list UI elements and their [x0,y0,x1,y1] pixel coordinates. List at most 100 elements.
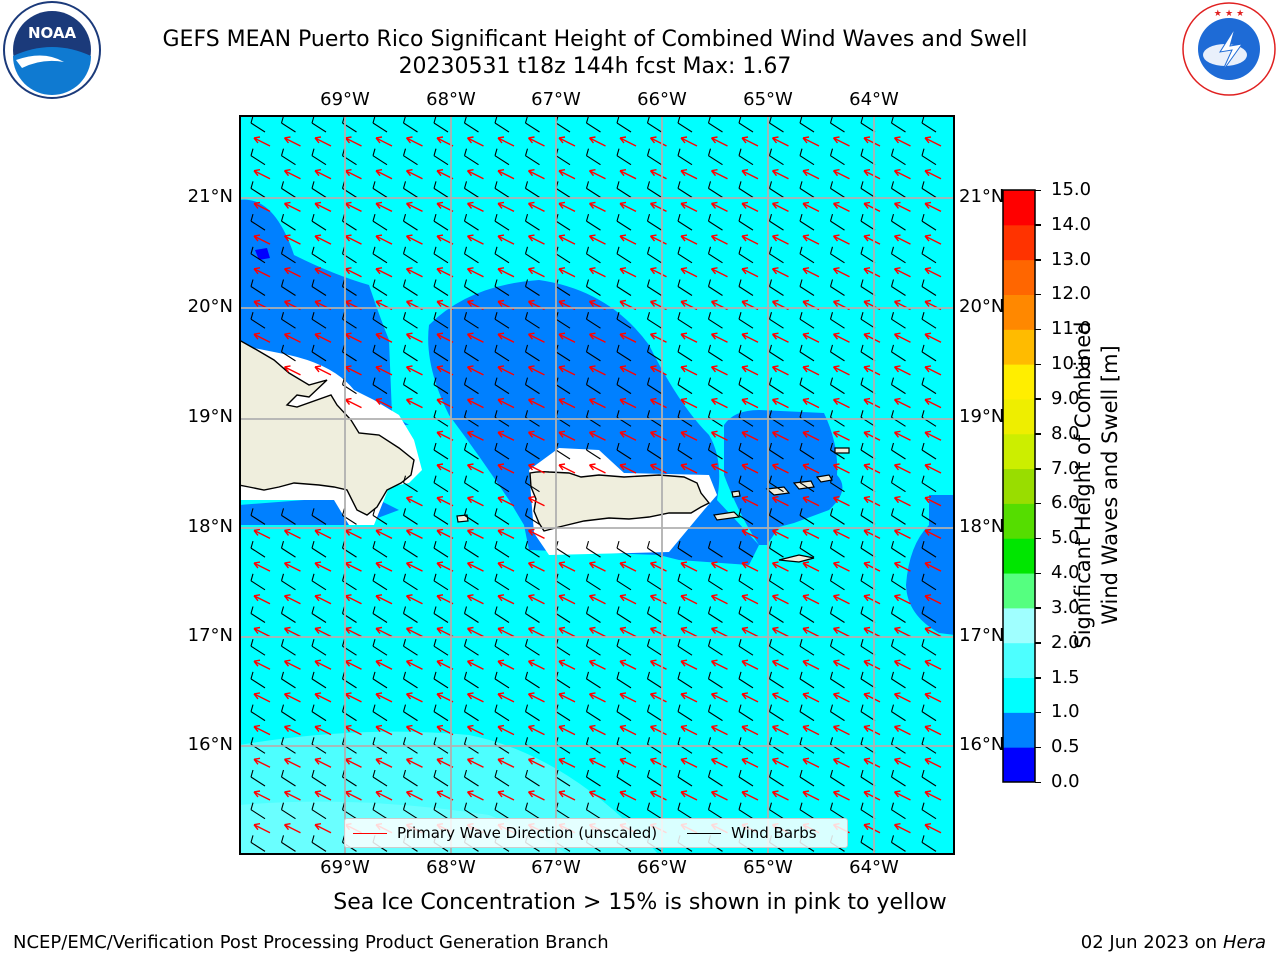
wave-direction-arrow [619,169,637,180]
wind-barb [829,115,845,133]
wind-barb [463,704,479,722]
wave-direction-arrow [558,169,576,180]
wave-direction-arrow [466,561,484,572]
wave-direction-arrow [344,169,362,180]
wind-barb [433,639,449,656]
wave-direction-arrow [405,528,423,540]
wind-barb [372,540,388,558]
wave-direction-arrow [375,234,393,245]
wave-direction-arrow [802,430,820,441]
colorbar-tick-mark [1035,328,1041,331]
colorbar-tick-mark [1035,398,1041,400]
wind-barb [494,639,510,656]
wave-direction-arrow [619,561,637,572]
wind-barb [799,540,815,558]
wind-barb [585,377,601,395]
wind-barb [311,115,327,133]
wind-barb [768,802,784,820]
wind-barb [799,115,815,133]
wave-direction-arrow [741,594,759,605]
wave-direction-arrow [680,790,698,801]
wave-direction-arrow [832,659,850,670]
wind-barb [799,508,815,525]
wind-barb [707,442,723,460]
wave-direction-arrow [680,267,698,278]
wind-barb [433,148,449,166]
wave-direction-arrow [527,201,545,213]
wind-barb [799,344,815,362]
wind-barb [921,639,937,656]
wind-barb [494,213,510,231]
wave-direction-arrow [802,692,820,703]
wave-direction-arrow [314,790,332,801]
wind-barb [280,181,296,198]
wave-direction-arrow [863,397,881,409]
wind-barb [921,181,937,198]
wind-barb [280,540,296,558]
wave-direction-arrow [588,790,606,801]
lat-label: 18°N [959,516,1005,537]
wave-direction-arrow [832,365,850,376]
wave-direction-arrow [344,234,362,245]
wind-barb [890,802,906,820]
wind-barb [768,344,784,362]
wave-direction-arrow [802,169,820,180]
wave-direction-arrow [680,397,698,409]
wind-barb [921,246,937,264]
wind-barb [311,246,327,264]
wave-direction-arrow [863,594,881,605]
wave-direction-arrow [314,365,332,376]
colorbar-segment [1003,190,1035,226]
wave-direction-arrow [588,169,606,180]
wind-barb [433,508,449,525]
wave-direction-arrow [771,365,789,376]
colorbar-tick-mark [1035,363,1041,366]
legend-entry-wind-barbs: Wind Barbs [687,824,817,842]
wind-barb [433,606,449,623]
wave-direction-arrow [924,757,942,768]
colorbar-segment [1003,503,1035,539]
wind-barb [677,802,693,820]
wave-direction-arrow [863,169,881,180]
wave-direction-arrow [710,169,728,180]
wave-direction-arrow [619,397,637,409]
wind-barb [372,115,388,133]
wind-barb [921,148,937,166]
wind-barb [890,213,906,231]
lat-label: 17°N [187,625,233,646]
wave-direction-arrow [588,692,606,703]
wave-direction-arrow [466,659,484,670]
lon-label: 68°W [426,89,476,110]
wind-barb [768,279,784,296]
wind-barb [524,181,540,198]
colorbar-tick-mark [1035,189,1041,191]
wave-direction-arrow [649,561,667,572]
map-frame [239,115,955,855]
colorbar-segment [1003,259,1035,295]
wind-barb [768,606,784,623]
wave-direction-arrow [863,234,881,245]
wind-barb [890,246,906,264]
wind-barb [677,148,693,166]
wind-barb [372,344,388,362]
wave-direction-arrow [558,234,576,245]
wave-direction-arrow [893,528,911,540]
wind-barb [433,671,449,689]
colorbar-tick-label: 15.0 [1051,179,1092,200]
wave-direction-arrow [741,757,759,768]
wind-barb [524,639,540,656]
wind-barb [799,181,815,198]
wave-direction-arrow [497,201,515,213]
wind-barb [616,213,632,231]
wind-barb [860,312,876,329]
wave-direction-arrow [832,397,850,409]
wave-direction-arrow [466,463,484,474]
wind-barb [616,442,632,460]
wave-direction-arrow [649,790,667,801]
wind-barb [768,442,784,460]
wind-barb [616,148,632,166]
wave-direction-arrow [680,234,698,245]
colorbar-segment [1003,538,1035,574]
wind-barb [372,312,388,329]
wind-barb [921,573,937,591]
